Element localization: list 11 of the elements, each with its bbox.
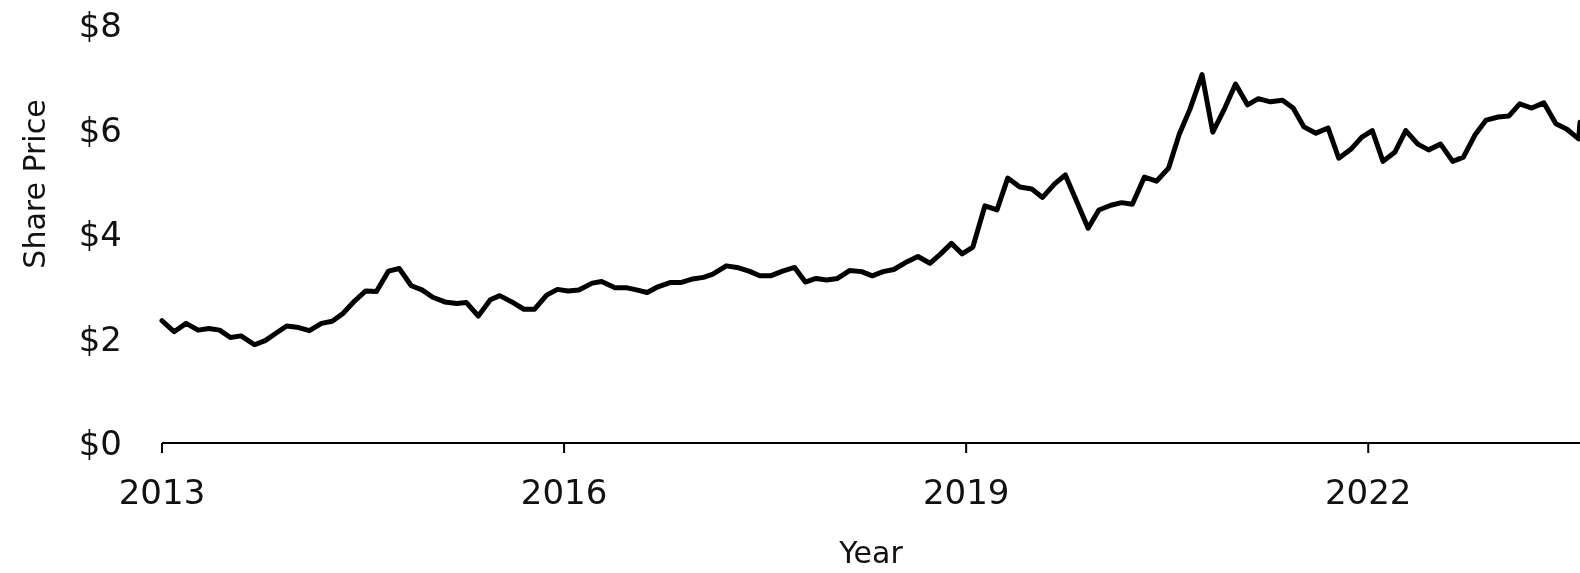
y-tick-label: $6 (78, 109, 122, 150)
x-tick-label: 2016 (520, 472, 608, 512)
y-tick-label: $0 (78, 423, 122, 463)
x-tick-label: 2019 (922, 472, 1010, 512)
y-tick-label: $2 (78, 318, 122, 359)
y-tick-label: $4 (78, 214, 122, 254)
y-tick-label: $8 (78, 5, 122, 45)
x-tick-label: 2022 (1324, 472, 1412, 512)
x-axis-title: Year (838, 535, 904, 570)
y-axis-title: Share Price (17, 99, 52, 269)
x-tick-label: 2013 (118, 472, 206, 512)
